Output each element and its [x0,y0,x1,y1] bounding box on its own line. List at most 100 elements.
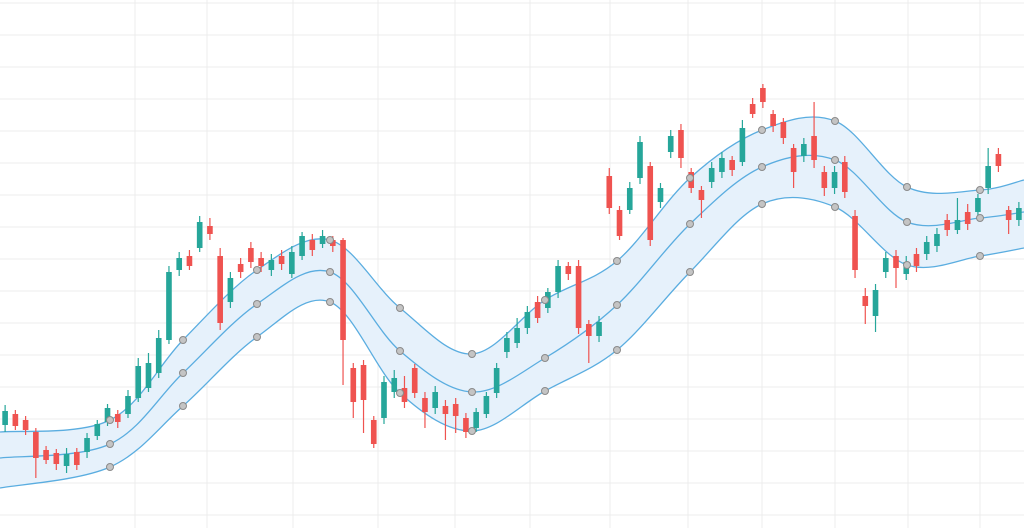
candle-body [422,398,428,412]
band-marker [903,218,911,226]
candle-body [565,266,572,274]
band-marker [758,163,766,171]
candle-body [534,302,541,318]
candle-body [841,162,848,192]
band-marker [686,220,694,228]
candle [524,306,531,334]
candle-body [975,198,981,212]
candle-body [708,168,715,182]
candle [145,353,152,392]
candle-body [319,236,326,244]
candle-body [104,408,111,422]
candle-body [483,396,490,414]
candle [862,288,869,324]
candle-body [53,453,60,464]
candle-body [893,256,899,268]
candle [493,363,500,398]
band-marker [468,427,476,435]
candle-body [84,438,90,452]
candle [2,405,8,432]
band-marker [179,402,187,410]
candle-body [852,216,858,270]
candle [667,130,674,158]
candle [841,156,848,198]
candle [43,446,49,464]
candle-body [647,166,654,240]
candle-body [913,254,920,266]
band-marker [758,126,766,134]
candle-body [248,248,254,262]
candle [217,248,223,330]
band-marker [613,346,621,354]
band-marker [179,336,187,344]
candle-body [145,363,152,388]
candle-body [678,130,684,158]
candle-body [575,266,582,328]
candle-body [155,338,162,373]
candle-body [196,222,203,248]
candle [913,248,920,272]
candle-body [626,188,633,210]
band-lower-line [0,196,1024,489]
candle-body [329,240,336,246]
candle [1016,202,1022,226]
candle [637,136,643,184]
candle-body [166,272,172,340]
candle [432,386,439,414]
candle-body [995,154,1002,166]
candle [186,250,193,270]
candle-body [657,188,664,202]
band-marker [758,200,766,208]
candle [289,246,295,278]
band-marker [396,304,404,312]
band-marker [831,117,839,125]
candle [555,260,561,298]
candle-body [125,396,131,414]
band-upper-line [0,116,1024,433]
candle-body [964,212,971,224]
candle [514,318,520,348]
candle [155,330,162,378]
band-marker [468,388,476,396]
candle-body [616,210,623,236]
candle [698,186,705,218]
candle-body [114,414,121,422]
candle [964,204,971,230]
candle [309,234,316,256]
candle-body [719,158,725,172]
candle-body [923,242,930,254]
candle-body [452,404,459,416]
band-marker [976,214,984,222]
candle [790,144,797,188]
candle-body [1005,210,1012,220]
candle [278,250,285,270]
band-marker [253,266,261,274]
candle [473,408,479,432]
candle [626,182,633,214]
band-marker [326,236,334,244]
candle [258,252,264,272]
candle [268,254,275,276]
candle [739,120,746,166]
candle [33,428,39,478]
candle [944,214,951,236]
candle-body [770,114,776,126]
band-marker [396,389,404,397]
band-marker [541,354,549,362]
candle [370,416,377,448]
candle [227,272,234,308]
candle-body [411,368,418,393]
candle-body [801,144,807,156]
candle [801,138,807,162]
candle-body [12,414,19,426]
candle-body [882,258,889,272]
candle [391,370,398,398]
candle-body [524,312,531,328]
candle-body [780,122,787,138]
candle [678,124,684,168]
candle-body [585,324,592,336]
candle-body [299,236,305,256]
candle-body [186,256,193,266]
candle [821,166,828,196]
